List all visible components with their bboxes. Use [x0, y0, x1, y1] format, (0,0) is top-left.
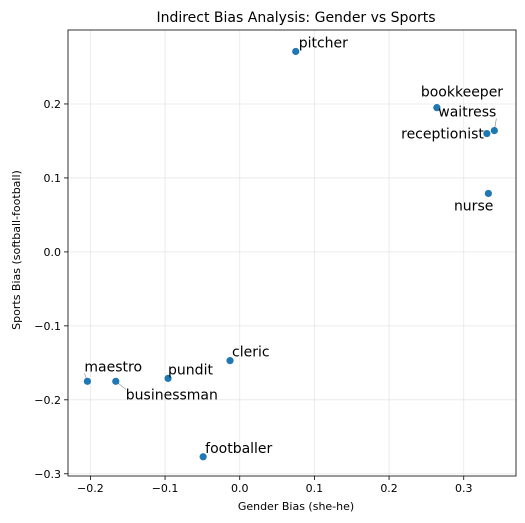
point-label: maestro [84, 359, 142, 375]
x-tick-label: 0.0 [231, 482, 249, 495]
y-tick-label: 0.0 [44, 246, 62, 259]
scatter-point [490, 126, 498, 135]
x-axis-label: Gender Bias (she-he) [238, 500, 354, 513]
grid [68, 30, 516, 476]
point-label: businessman [126, 387, 218, 403]
x-tick-label: 0.1 [306, 482, 324, 495]
label-leaders [84, 118, 497, 390]
scatter-point [226, 357, 234, 365]
point-label: cleric [232, 345, 270, 361]
y-tick-label: 0.1 [44, 172, 62, 185]
x-tick-label: −0.1 [152, 482, 179, 495]
point-label: receptionist [401, 127, 484, 143]
y-tick-label: −0.3 [34, 468, 61, 481]
point-label: pundit [168, 362, 213, 378]
point-labels: pitcher bookkeeper waitress receptionist nur… [84, 35, 503, 456]
chart-title: Indirect Bias Analysis: Gender vs Sports [156, 10, 435, 26]
x-tick-label: 0.2 [380, 482, 398, 495]
point-label: footballer [205, 441, 272, 457]
point-label: nurse [454, 198, 493, 214]
scatter-point [433, 104, 441, 112]
point-label: bookkeeper [421, 85, 503, 101]
scatter-point [292, 47, 300, 56]
y-tick-label: 0.2 [44, 98, 62, 111]
y-tick-label: −0.1 [34, 320, 61, 333]
scatter-point [199, 453, 207, 461]
point-label: pitcher [299, 35, 348, 51]
scatter-point [483, 129, 491, 138]
scatter-point [164, 374, 172, 382]
y-axis-label: Sports Bias (softball-football) [10, 170, 23, 330]
scatter-point [83, 377, 92, 385]
point-label: waitress [438, 105, 496, 121]
x-tick-label: −0.2 [77, 482, 104, 495]
plot-frame [67, 29, 517, 477]
scatter-point [112, 377, 120, 385]
x-tick-label: 0.3 [455, 482, 473, 495]
y-tick-label: −0.2 [34, 394, 61, 407]
scatter-point [484, 189, 492, 198]
data-points [83, 47, 498, 461]
axis-ticks: −0.2 −0.1 0.0 0.1 0.2 0.3 −0.3 −0.2 −0.1 0.0 0.1 0.… [34, 98, 472, 495]
